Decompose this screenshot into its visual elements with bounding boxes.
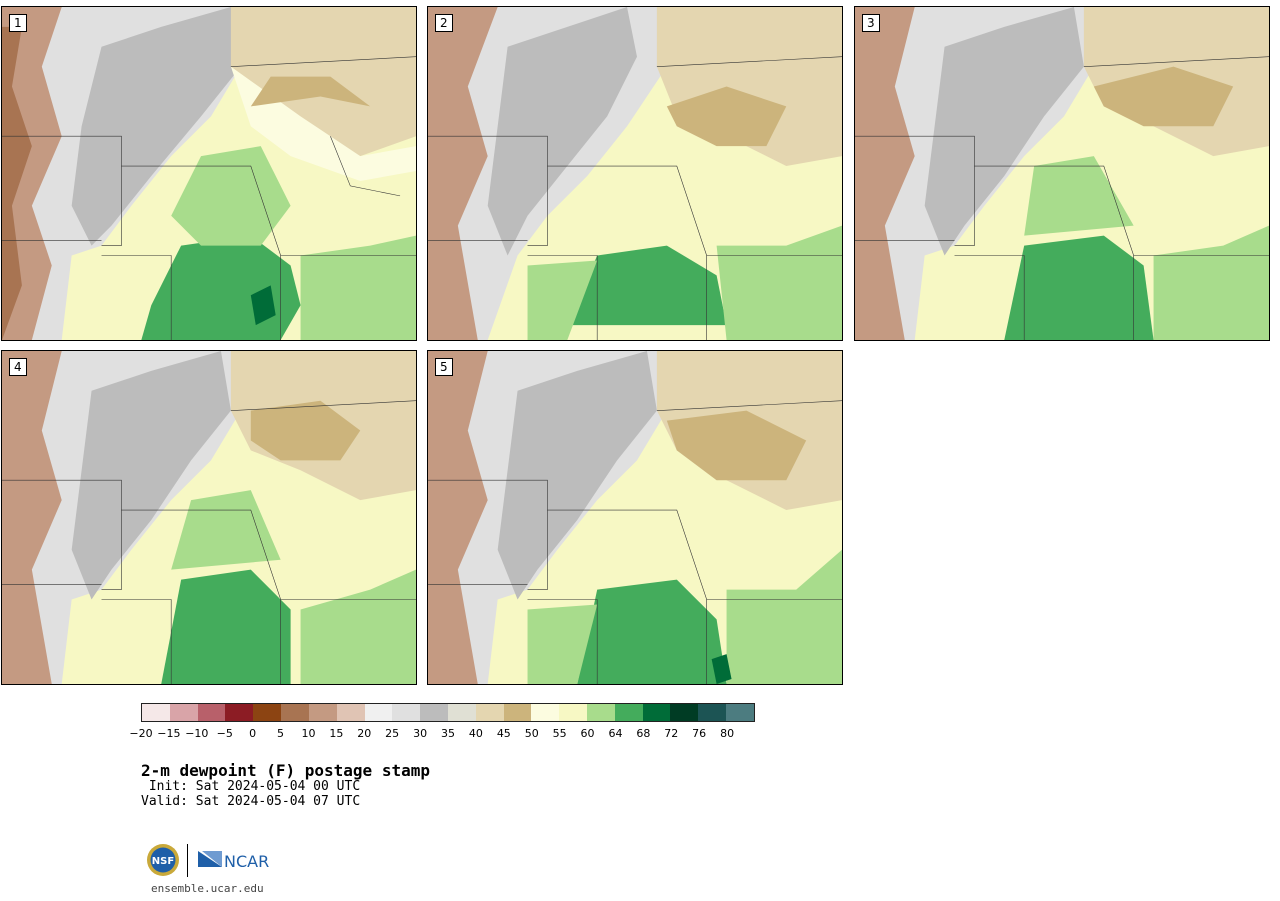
colorbar-swatch [447,704,476,721]
colorbar-swatch [197,704,226,721]
colorbar-swatch [253,704,282,721]
dewpoint-map-5 [428,351,842,684]
colorbar-tick-label: 50 [524,727,539,740]
colorbar-swatch [392,704,421,721]
colorbar-tick-label: 15 [329,727,344,740]
panel-number-label: 1 [9,14,27,32]
svg-text:NSF: NSF [152,856,174,867]
colorbar-tick-label: −20 [129,727,153,740]
panel-number-label: 2 [435,14,453,32]
colorbar-swatch [169,704,198,721]
postage-stamp-panel-5: 5 [427,350,843,685]
colorbar-swatch [531,704,560,721]
colorbar-swatch [587,704,615,721]
colorbar-tick-label: 72 [664,727,679,740]
colorbar-swatch [142,704,170,721]
figure-title: 2-m dewpoint (F) postage stamp [141,761,430,780]
dewpoint-map-1 [2,7,416,340]
colorbar-tick-label: −15 [157,727,181,740]
dewpoint-map-4 [2,351,416,684]
colorbar-tick-label: 55 [552,727,567,740]
postage-stamp-panel-4: 4 [1,350,417,685]
postage-stamp-panel-1: 1 [1,6,417,341]
colorbar-swatch [559,704,587,721]
dewpoint-map-3 [855,7,1269,340]
svg-text:NCAR: NCAR [224,852,269,871]
colorbar-tick-label: −10 [185,727,209,740]
colorbar-tick-labels: −20 −15 −10 −5 0 5 10 15 20 25 30 35 40 45 50 55 60 64 68 7… [129,727,755,741]
colorbar-tick-label: 5 [277,727,285,740]
colorbar-swatch [698,704,727,721]
panel-number-label: 3 [862,14,880,32]
colorbar-swatch [364,704,393,721]
colorbar-tick-label: 10 [301,727,316,740]
colorbar-tick-label: −5 [216,727,233,740]
colorbar-swatch [614,704,643,721]
panel-number-label: 5 [435,358,453,376]
colorbar-swatch [726,704,754,721]
colorbar-tick-label: 60 [580,727,595,740]
colorbar-swatch [475,704,504,721]
init-time: Init: Sat 2024-05-04 00 UTC [141,779,361,794]
colorbar-tick-label: 30 [413,727,428,740]
colorbar-tick-label: 0 [249,727,257,740]
website-url: ensemble.ucar.edu [151,882,264,895]
postage-stamp-panel-2: 2 [427,6,843,341]
ncar-logo-icon: NCAR [198,851,269,871]
postage-stamp-panel-3: 3 [854,6,1270,341]
colorbar-swatch [225,704,254,721]
nsf-logo-icon: NSF [147,844,179,876]
colorbar-tick-label: 20 [357,727,372,740]
colorbar-swatch [670,704,699,721]
panel-number-label: 4 [9,358,27,376]
valid-time: Valid: Sat 2024-05-04 07 UTC [141,794,361,809]
colorbar-tick-label: 68 [636,727,651,740]
colorbar-swatch [503,704,532,721]
colorbar-swatch [642,704,671,721]
colorbar [141,703,755,722]
colorbar-tick-label: 25 [385,727,400,740]
colorbar-tick-label: 45 [496,727,511,740]
dewpoint-map-2 [428,7,842,340]
colorbar-tick-label: 35 [441,727,455,740]
colorbar-tick-label: 76 [692,727,707,740]
colorbar-tick-label: 64 [608,727,623,740]
colorbar-swatch [420,704,448,721]
colorbar-swatch [336,704,365,721]
colorbar-tick-label: 80 [720,727,735,740]
colorbar-swatch [308,704,337,721]
logo-divider [187,844,188,877]
colorbar-tick-label: 40 [468,727,483,740]
colorbar-swatch [281,704,309,721]
